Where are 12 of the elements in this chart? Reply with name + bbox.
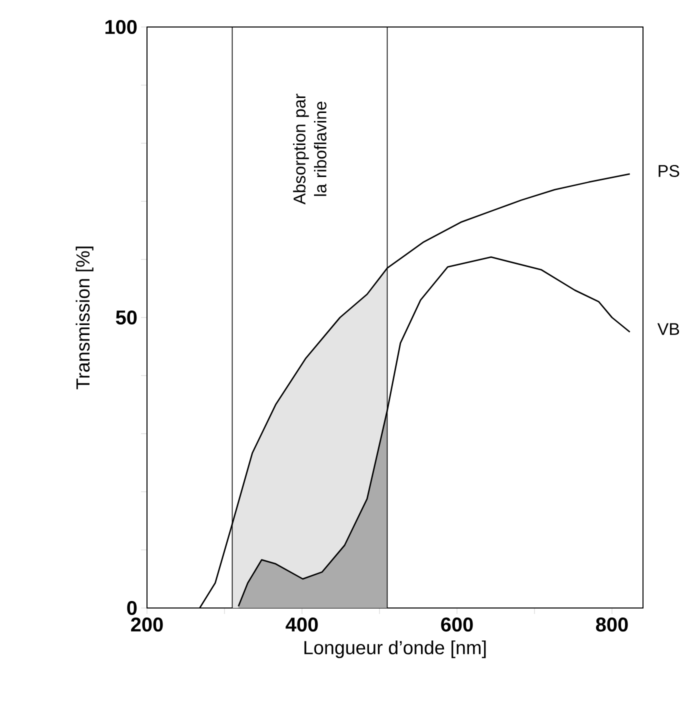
y-tick-label: 100 — [105, 20, 137, 34]
x-tick-label: 400 — [286, 618, 318, 632]
y-tick-label: 0 — [127, 600, 137, 616]
y-axis-title: Transmission [%] — [76, 246, 94, 390]
y-tick-label: 50 — [116, 310, 137, 325]
x-tick-label: 600 — [441, 618, 473, 632]
series-label: PS — [658, 164, 680, 177]
x-axis-title: Longueur d’onde [nm] — [304, 640, 486, 658]
x-tick-label: 800 — [596, 618, 628, 632]
x-tick-label: 200 — [131, 618, 163, 632]
annotation: Absorption par la riboflavine — [293, 94, 326, 205]
series-label: VB — [657, 323, 680, 335]
